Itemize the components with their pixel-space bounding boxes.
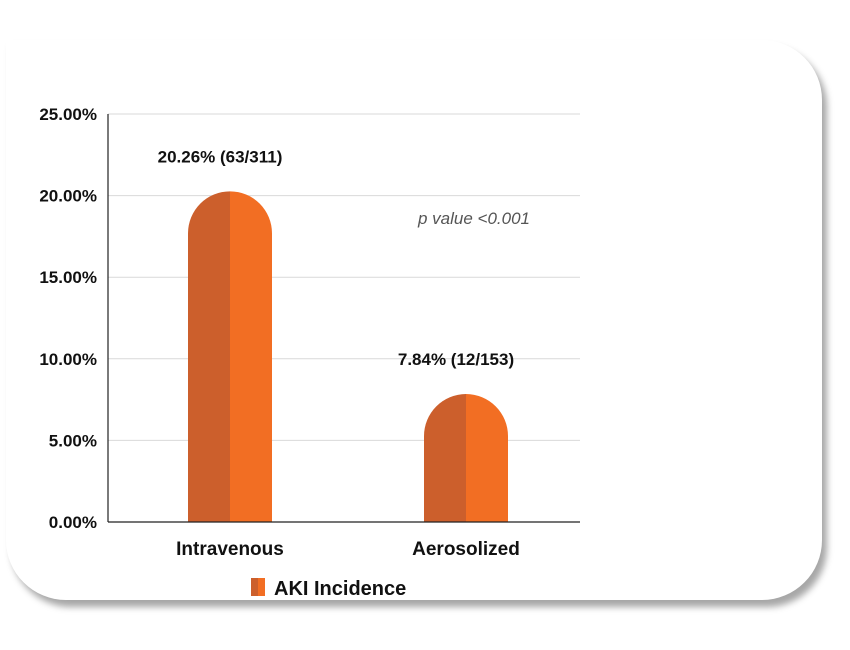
legend-swatch-left [251, 578, 258, 596]
legend: AKI Incidence [251, 578, 406, 600]
data-labels: 20.26% (63/311) 7.84% (12/153) [158, 147, 515, 369]
legend-swatch-right [258, 578, 265, 596]
bar [188, 191, 272, 522]
chart-card [6, 40, 822, 600]
x-category-label: Intravenous [176, 539, 284, 560]
bar-data-label: 7.84% (12/153) [398, 350, 514, 369]
legend-label: AKI Incidence [274, 578, 406, 600]
bar-left-half [188, 191, 230, 522]
bar-right-half [466, 394, 508, 522]
axes [107, 114, 580, 523]
y-tick-label: 25.00% [39, 105, 97, 124]
y-axis-ticks: 0.00% 5.00% 10.00% 15.00% 20.00% 25.00% [39, 105, 97, 532]
p-value-annotation: p value <0.001 [417, 209, 530, 228]
y-tick-label: 15.00% [39, 268, 97, 287]
x-axis-categories: Intravenous Aerosolized [176, 539, 520, 560]
x-category-label: Aerosolized [412, 539, 520, 560]
y-tick-label: 0.00% [49, 513, 97, 532]
bars [188, 191, 508, 522]
y-tick-label: 5.00% [49, 431, 97, 450]
y-tick-label: 20.00% [39, 187, 97, 206]
bar-data-label: 20.26% (63/311) [158, 147, 283, 166]
bar [424, 394, 508, 522]
y-tick-label: 10.00% [39, 350, 97, 369]
bar-left-half [424, 394, 466, 522]
bar-right-half [230, 191, 272, 522]
